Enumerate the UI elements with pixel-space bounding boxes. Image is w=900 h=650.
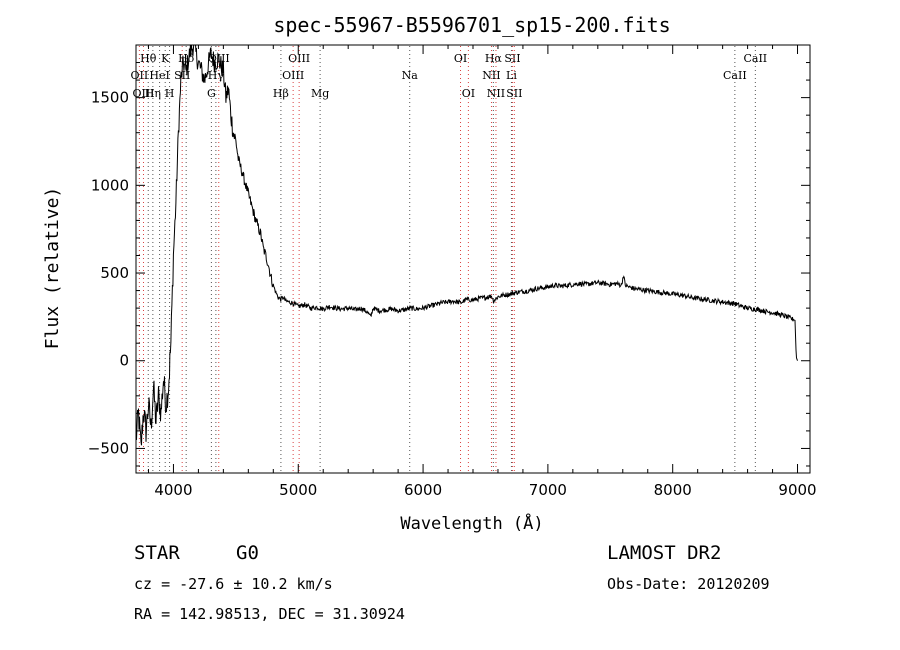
redshift-velocity: cz = -27.6 ± 10.2 km/s bbox=[134, 575, 333, 593]
line-label-21: NII bbox=[487, 87, 505, 100]
y-tick-label-0: −500 bbox=[88, 439, 129, 457]
line-label-10: Hγ bbox=[208, 69, 225, 82]
line-label-4: HeI bbox=[149, 69, 169, 82]
y-tick-label-2: 500 bbox=[100, 264, 129, 282]
line-label-12: OIII bbox=[288, 52, 310, 65]
observation-date: Obs-Date: 20120209 bbox=[607, 575, 770, 593]
line-label-20: NII bbox=[482, 69, 500, 82]
line-label-25: CaII bbox=[743, 52, 767, 65]
spectrum-line-0 bbox=[136, 45, 798, 446]
plot-frame bbox=[135, 44, 811, 474]
axis-ticks: 4000 5000 6000 7000 8000 9000 −500 0 500 1000 1500 bbox=[88, 45, 817, 499]
line-label-16: Na bbox=[402, 69, 419, 82]
line-label-14: Hβ bbox=[273, 87, 289, 100]
x-tick-label-2: 6000 bbox=[404, 481, 442, 499]
line-label-7: H bbox=[165, 87, 175, 100]
line-label-19: Hα bbox=[485, 52, 503, 65]
line-label-24: SII bbox=[506, 87, 522, 100]
y-tick-label-4: 1500 bbox=[91, 89, 129, 107]
line-label-22: SII bbox=[504, 52, 520, 65]
object-subclass: G0 bbox=[236, 542, 259, 564]
y-tick-label-3: 1000 bbox=[91, 176, 129, 194]
line-label-0: Hθ bbox=[140, 52, 157, 65]
line-label-5: Hη bbox=[145, 87, 161, 100]
line-label-18: OI bbox=[462, 87, 475, 100]
line-label-15: Mg bbox=[311, 87, 329, 100]
line-label-13: OIII bbox=[282, 69, 304, 82]
y-axis-label: Flux (relative) bbox=[42, 187, 63, 350]
line-label-3: K bbox=[161, 52, 170, 65]
line-label-2: OIII bbox=[132, 87, 154, 100]
x-tick-label-5: 9000 bbox=[778, 481, 816, 499]
line-label-11: G bbox=[207, 87, 216, 100]
x-tick-label-3: 7000 bbox=[529, 481, 567, 499]
line-label-26: CaII bbox=[723, 69, 747, 82]
line-label-8: Hδ bbox=[178, 52, 195, 65]
line-label-23: Li bbox=[506, 69, 517, 82]
spectrum-series bbox=[136, 45, 798, 446]
coordinates: RA = 142.98513, DEC = 31.30924 bbox=[134, 605, 405, 623]
survey-label: LAMOST DR2 bbox=[607, 542, 722, 564]
y-tick-label-1: 0 bbox=[119, 352, 129, 370]
object-class: STAR bbox=[134, 542, 180, 564]
chart-title: spec-55967-B5596701_sp15-200.fits bbox=[273, 13, 670, 37]
x-tick-label-1: 5000 bbox=[279, 481, 317, 499]
line-label-17: OI bbox=[454, 52, 467, 65]
x-tick-label-0: 4000 bbox=[154, 481, 192, 499]
x-tick-label-4: 8000 bbox=[654, 481, 692, 499]
x-axis-label: Wavelength (Å) bbox=[400, 512, 543, 534]
